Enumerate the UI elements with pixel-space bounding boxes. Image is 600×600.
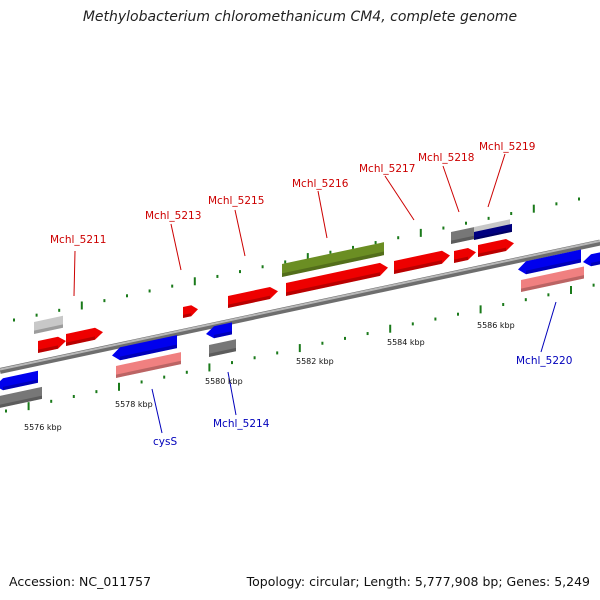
gene-bar-mchl-5216-olive-shade — [282, 251, 384, 277]
connector-mchl-5219 — [487, 153, 506, 208]
gene-arrow-rev-1-shade — [3, 379, 38, 391]
gene-arrow-mchl-5213 — [183, 305, 198, 318]
connector-mchl-5220 — [540, 301, 557, 353]
gene-arrow-rev-1 — [0, 370, 38, 391]
gene-arrow-mchl-5214 — [206, 322, 232, 339]
gene-bar-mchl-5214-shade — [209, 347, 236, 357]
connector-mchl-5213 — [170, 223, 182, 271]
connector-mchl-5218 — [442, 165, 460, 213]
gene-arrow-mchl-5215 — [228, 287, 278, 308]
connector-mchl-5211 — [73, 250, 76, 297]
scale-label: 5584 kbp — [387, 338, 425, 347]
gene-arrow-mchl-5214-shade — [214, 331, 232, 339]
gene-arrow-mchl-5219-shade — [478, 247, 506, 257]
gene-bar-navy — [474, 223, 512, 240]
gene-arrow-rev-2 — [583, 252, 600, 267]
gene-bar-gray-1-shade — [34, 324, 63, 334]
accession-label: Accession: NC_011757 — [9, 574, 152, 589]
gene-bar-pseudo-1-shade — [0, 395, 42, 408]
gene-arrow-mchl-5211 — [66, 327, 103, 346]
gene-arrow-mchl-5211-shade — [66, 336, 95, 346]
gene-label-mchl-5211: Mchl_5211 — [50, 234, 106, 246]
genome-summary: Topology: circular; Length: 5,777,908 bp… — [246, 574, 590, 589]
scale-ticks-top — [13, 197, 580, 322]
gene-bar-mchl-5220-rna — [521, 266, 584, 292]
connector-cyss — [151, 388, 163, 434]
scale-label: 5586 kbp — [477, 321, 515, 330]
gene-arrow-mchl-5215-shade — [228, 295, 270, 308]
gene-bar-gray-2 — [451, 227, 474, 244]
genome-title: Methylobacterium chloromethanicum CM4, c… — [82, 9, 518, 25]
gene-arrow-mchl-5216-shade — [286, 272, 380, 296]
gene-arrow-mchl-5219 — [478, 239, 514, 257]
gene-label-mchl-5218: Mchl_5218 — [418, 152, 474, 164]
genome-backbone — [0, 239, 600, 374]
gene-label-mchl-5215: Mchl_5215 — [208, 195, 264, 207]
gene-label-mchl-5216: Mchl_5216 — [292, 178, 349, 190]
gene-arrow-cyss-shade — [120, 344, 177, 361]
label-connectors — [73, 153, 557, 434]
gene-arrow-mchl-5211a — [38, 336, 66, 353]
scale-ticks-bottom — [5, 283, 595, 413]
gene-bar-pseudo-1 — [0, 386, 42, 408]
genome-backbone-highlight — [0, 240, 600, 371]
gene-arrow-cyss — [112, 335, 177, 361]
gene-arrow-mchl-5220 — [518, 249, 581, 275]
scale-label: 5576 kbp — [24, 423, 62, 432]
scale-label: 5580 kbp — [205, 377, 243, 386]
gene-bar-mchl-5214 — [209, 339, 236, 357]
gene-bar-navy-shade — [474, 229, 512, 240]
gene-label-mchl-5220: Mchl_5220 — [516, 355, 572, 367]
gene-bar-gray-1 — [34, 315, 63, 334]
gene-features — [0, 219, 600, 408]
connector-mchl-5215 — [234, 209, 246, 257]
gene-bar-cyss-rna — [116, 352, 181, 378]
gene-arrow-mchl-5218-shade — [454, 256, 468, 263]
gene-label-cyss: cysS — [153, 436, 177, 448]
gene-arrow-rev-2-shade — [591, 260, 600, 267]
scale-label: 5582 kbp — [296, 357, 334, 366]
gene-bar-mchl-5220-rna-shade — [521, 275, 584, 292]
gene-label-mchl-5214: Mchl_5214 — [213, 418, 270, 430]
scale-label: 5578 kbp — [115, 400, 153, 409]
gene-arrow-mchl-5217 — [394, 250, 450, 274]
gene-label-mchl-5217: Mchl_5217 — [359, 163, 415, 175]
gene-arrow-mchl-5220-shade — [526, 258, 581, 275]
gene-label-mchl-5213: Mchl_5213 — [145, 210, 201, 222]
gene-bar-mchl-5216-olive — [282, 242, 384, 277]
connector-mchl-5214 — [227, 371, 237, 416]
gene-arrow-mchl-5216 — [286, 262, 388, 296]
gene-bar-gray-2-shade — [451, 235, 474, 244]
connector-mchl-5216 — [317, 190, 328, 239]
gene-arrow-mchl-5217-shade — [394, 260, 442, 274]
connector-mchl-5217 — [384, 175, 415, 221]
gene-arrow-mchl-5213-shade — [183, 313, 192, 318]
gene-arrow-mchl-5211a-shade — [38, 345, 58, 353]
gene-bar-cyss-rna-shade — [116, 360, 181, 378]
gene-arrow-mchl-5218 — [454, 248, 476, 263]
gene-label-mchl-5219: Mchl_5219 — [479, 141, 535, 153]
